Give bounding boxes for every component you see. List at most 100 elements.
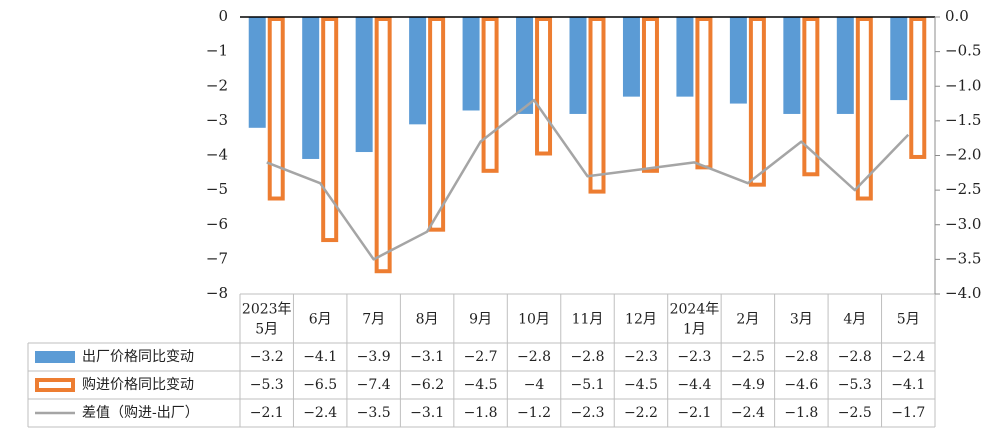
labels-group: 2023年 5月 6月 7月 8月 9月 10月 11月 12月 2024年 1月 2月 3月 4月 5月 0… (35, 7, 981, 421)
category-label: 12月 (625, 312, 657, 328)
data-cell: −2.5 (838, 405, 872, 421)
data-cell: −4.6 (784, 377, 818, 393)
right-axis-label: −3.5 (945, 249, 981, 267)
shipment-price-bar (409, 17, 427, 125)
shipment-price-bar (890, 17, 908, 101)
data-cell: −5.1 (571, 377, 605, 393)
data-cell: −2.4 (891, 349, 925, 365)
purchase-price-bar (267, 17, 285, 201)
purchase-price-bar (588, 17, 606, 194)
data-cell: −5.3 (250, 377, 284, 393)
data-cell: −6.5 (303, 377, 337, 393)
category-label: 5月 (897, 312, 920, 328)
data-cell: −3.2 (250, 349, 284, 365)
category-label: 9月 (469, 312, 492, 328)
category-label: 5月 (255, 322, 278, 338)
data-cell: −2.8 (517, 349, 551, 365)
data-cell: −2.3 (571, 405, 605, 421)
data-cell: −4.1 (891, 377, 925, 393)
right-axis-label: −2.5 (945, 180, 981, 198)
shipment-price-bar (248, 17, 266, 128)
data-cell: −3.5 (357, 405, 391, 421)
purchase-price-bar (855, 17, 873, 201)
shipment-price-bar (355, 17, 373, 153)
category-label: 2月 (736, 312, 759, 328)
purchase-price-bar (909, 17, 927, 159)
data-cell: −2.1 (250, 405, 284, 421)
left-axis-label: −2 (206, 76, 228, 94)
category-label: 2023年 (242, 302, 292, 318)
data-cell: −1.2 (517, 405, 551, 421)
legend-key (35, 378, 75, 392)
data-cell: −4 (524, 377, 545, 393)
left-axis-label: −8 (206, 284, 228, 302)
data-cell: −6.2 (410, 377, 444, 393)
data-cell: −3.9 (357, 349, 391, 365)
axes-group (240, 16, 940, 295)
data-cell: −4.9 (731, 377, 765, 393)
right-axis-label: −0.5 (945, 42, 981, 60)
shipment-price-bar (462, 17, 480, 111)
data-cell: −2.3 (677, 349, 711, 365)
category-label: 2024年 (670, 302, 720, 318)
left-axis-label: −4 (206, 146, 228, 164)
data-cell: −1.8 (464, 405, 498, 421)
left-axis-label: −6 (206, 215, 228, 233)
right-axis-label: −1.0 (945, 76, 981, 94)
category-label: 4月 (843, 312, 866, 328)
category-label: 1月 (683, 322, 706, 338)
purchase-price-bar (535, 17, 553, 156)
data-cell: −2.8 (838, 349, 872, 365)
data-cell: −2.4 (731, 405, 765, 421)
purchase-price-bar (374, 17, 392, 274)
legend-key (35, 351, 75, 363)
data-cell: −4.4 (677, 377, 711, 393)
data-cell: −7.4 (357, 377, 391, 393)
data-cell: −1.8 (784, 405, 818, 421)
bars-group (248, 17, 927, 274)
shipment-price-bar (676, 17, 694, 97)
data-cell: −2.1 (677, 405, 711, 421)
shipment-price-bar (783, 17, 801, 114)
left-axis-label: −3 (206, 111, 228, 129)
right-axis-label: −2.0 (945, 146, 981, 164)
data-cell: −4.5 (624, 377, 658, 393)
purchase-price-bar (695, 17, 713, 170)
category-label: 6月 (309, 312, 332, 328)
category-label: 11月 (572, 312, 604, 328)
shipment-price-bar (622, 17, 640, 97)
data-table-grid (27, 293, 936, 428)
data-cell: −4.1 (303, 349, 337, 365)
purchase-price-bar (802, 17, 820, 177)
data-cell: −3.1 (410, 349, 444, 365)
left-axis-label: −1 (206, 42, 228, 60)
category-label: 8月 (416, 312, 439, 328)
purchase-price-bar (428, 17, 446, 232)
data-cell: −2.8 (571, 349, 605, 365)
data-cell: −2.5 (731, 349, 765, 365)
legend-label: 差值（购进-出厂） (82, 405, 199, 421)
right-axis-label: −3.0 (945, 215, 981, 233)
shipment-price-bar (836, 17, 854, 114)
right-axis-label: −1.5 (945, 111, 981, 129)
left-axis-label: −7 (206, 249, 228, 267)
right-axis-label: 0.0 (945, 7, 969, 25)
purchase-price-bar (748, 17, 766, 187)
left-axis-label: 0 (218, 7, 228, 25)
data-cell: −1.7 (891, 405, 925, 421)
data-cell: −3.1 (410, 405, 444, 421)
purchase-price-bar (321, 17, 339, 243)
left-axis-label: −5 (206, 180, 228, 198)
purchase-price-bar (641, 17, 659, 173)
shipment-price-bar (729, 17, 747, 104)
data-cell: −2.7 (464, 349, 498, 365)
difference-line (266, 98, 910, 261)
category-label: 7月 (362, 312, 385, 328)
legend-label: 出厂价格同比变动 (82, 349, 194, 365)
category-label: 10月 (518, 312, 550, 328)
purchase-price-bar (481, 17, 499, 173)
data-cell: −2.2 (624, 405, 658, 421)
data-cell: −2.8 (784, 349, 818, 365)
shipment-price-bar (302, 17, 320, 159)
